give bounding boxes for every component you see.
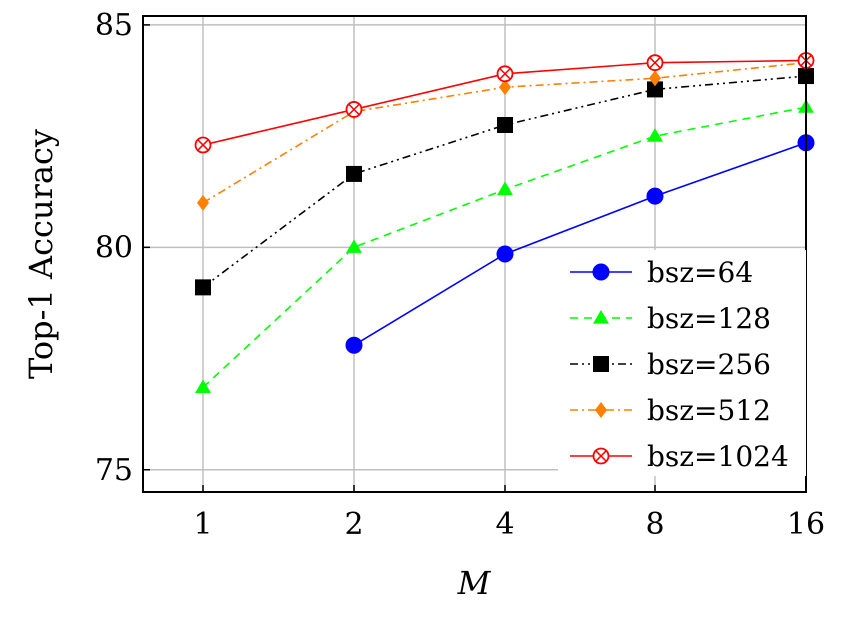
y-tick-label: 80	[95, 230, 133, 265]
data-point	[647, 81, 663, 98]
data-point	[345, 101, 363, 118]
y-tick-label: 75	[95, 453, 133, 488]
marker-cross	[595, 450, 607, 462]
legend: bsz=64 bsz=128 bsz=256 bsz=512 bsz=1024	[558, 250, 806, 476]
x-tick-label: 4	[495, 507, 514, 542]
y-tick-label: 85	[95, 8, 133, 43]
legend-label: bsz=64	[647, 256, 753, 289]
data-point	[346, 239, 362, 253]
legend-marker	[592, 263, 610, 281]
legend-label: bsz=1024	[647, 440, 789, 473]
data-point	[497, 181, 513, 196]
legend-label: bsz=512	[647, 394, 771, 427]
data-point	[496, 65, 514, 83]
x-axis-title: M	[457, 564, 492, 602]
marker-cross	[499, 68, 511, 80]
series-lines	[194, 52, 815, 394]
data-point	[499, 79, 511, 96]
marker-cross	[649, 56, 661, 69]
data-point	[649, 70, 661, 87]
data-point	[195, 379, 211, 394]
legend-label: bsz=128	[647, 302, 771, 335]
series-line	[353, 142, 807, 346]
marker-cross	[348, 103, 360, 116]
marker-cross	[197, 139, 209, 151]
data-point	[646, 187, 664, 205]
x-tick-label: 2	[344, 507, 363, 542]
legend-marker	[593, 356, 609, 372]
y-axis-ticks: 75 80 85	[95, 8, 150, 488]
data-point	[647, 128, 663, 142]
legend-marker	[592, 447, 610, 465]
x-axis-ticks: 1 2 4 8 16	[193, 485, 825, 542]
data-point	[346, 165, 362, 182]
data-point	[195, 279, 211, 296]
x-tick-label: 16	[787, 507, 825, 542]
data-point	[497, 116, 513, 133]
data-point	[646, 54, 664, 72]
data-point	[345, 336, 363, 354]
series-line	[202, 75, 807, 289]
legend-marker	[595, 402, 607, 418]
legend-marker	[593, 310, 609, 324]
x-tick-label: 1	[193, 507, 212, 542]
data-point	[194, 136, 212, 154]
data-point	[197, 194, 209, 211]
legend-label: bsz=256	[647, 348, 771, 381]
data-point	[496, 245, 514, 263]
y-axis-title: Top-1 Accuracy	[22, 129, 60, 379]
x-tick-label: 8	[645, 507, 664, 542]
